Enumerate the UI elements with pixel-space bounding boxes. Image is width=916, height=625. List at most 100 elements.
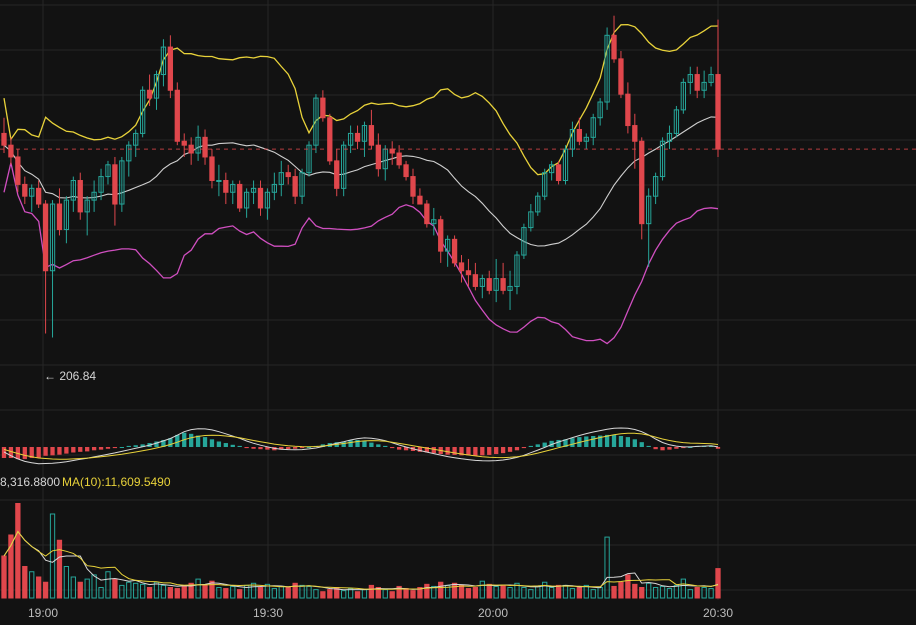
macd-bar <box>591 436 596 447</box>
macd-bar <box>528 445 533 447</box>
candle-body <box>569 128 576 150</box>
candle-body <box>431 219 437 225</box>
volume-bar <box>139 583 146 599</box>
volume-bar <box>694 587 700 599</box>
candle-body <box>639 140 645 225</box>
volume-bar <box>521 587 527 599</box>
volume-bar <box>77 581 83 599</box>
candle-body <box>625 93 631 127</box>
volume-bar <box>126 581 132 599</box>
macd-bar <box>431 447 436 454</box>
macd-bar <box>674 447 679 449</box>
macd-bar <box>542 442 547 447</box>
candle-body <box>334 160 340 189</box>
volume-bar <box>29 571 35 599</box>
macd-bar <box>126 445 131 447</box>
volume-bar <box>673 584 680 599</box>
vol-ma10-label: MA(10):11,609.5490 <box>62 475 171 489</box>
volume-bar <box>542 581 548 599</box>
volume-bar <box>680 578 686 599</box>
volume-bar <box>230 585 236 599</box>
volume-bar <box>715 568 721 599</box>
candle-body <box>465 270 472 276</box>
macd-bar <box>604 434 610 447</box>
volume-bar <box>361 589 368 599</box>
candle-body <box>479 278 485 287</box>
volume-bar <box>528 589 534 599</box>
volume-bar <box>237 589 243 599</box>
macd-bar <box>43 447 48 456</box>
volume-bar <box>500 584 506 599</box>
volume-bar <box>167 587 174 599</box>
volume-bar <box>42 581 49 599</box>
candle-body <box>590 117 596 138</box>
volume-bar <box>590 589 596 599</box>
volume-bar <box>403 588 409 599</box>
candle-body <box>313 97 319 146</box>
macd-bar <box>521 447 527 449</box>
candle-body <box>98 176 104 193</box>
candle-body <box>528 211 534 229</box>
bollinger-bands <box>3 23 719 345</box>
volume-bar <box>708 588 714 599</box>
volume-bar <box>299 584 305 599</box>
macd-bar <box>216 441 222 447</box>
candle-body <box>500 278 506 291</box>
candle-body <box>237 183 243 209</box>
volume-bar <box>368 584 375 599</box>
macd-bar <box>688 447 693 448</box>
macd-bar <box>189 433 194 447</box>
volume-bar <box>181 584 187 599</box>
volume-bar <box>341 590 347 599</box>
volume-bar <box>604 536 610 599</box>
macd-bar <box>223 443 228 447</box>
bb-lower-line <box>3 162 719 345</box>
macd-bar <box>105 447 111 449</box>
volume-bar <box>687 589 693 599</box>
candle-body <box>694 74 700 91</box>
x-tick-label: 20:00 <box>478 606 508 620</box>
candles <box>1 15 721 338</box>
volume-bar <box>223 588 229 599</box>
volume-bar <box>209 580 215 599</box>
macd-bar <box>50 447 55 456</box>
macd-bar <box>85 447 90 452</box>
candle-body <box>611 34 617 60</box>
macd-bar <box>383 445 388 447</box>
volume-bar <box>195 578 201 599</box>
candle-body <box>327 117 333 162</box>
candle-body <box>389 148 395 154</box>
min-price-marker: ← 206.84 <box>44 369 96 383</box>
macd-bar <box>348 440 353 447</box>
candle-body <box>250 187 257 193</box>
candle-body <box>42 203 49 272</box>
macd-bar <box>78 447 83 452</box>
volume-bar <box>535 585 541 599</box>
candle-body <box>49 203 56 272</box>
candle-body <box>361 125 368 142</box>
macd-bar <box>71 447 76 453</box>
volume-bar <box>431 585 437 599</box>
volume-bar <box>472 587 479 599</box>
macd-bar <box>237 445 242 447</box>
candle-body <box>708 74 714 83</box>
volume-bar <box>465 588 472 599</box>
candle-body <box>555 164 562 181</box>
macd-bar <box>36 447 41 458</box>
macd-bar <box>230 444 235 447</box>
volume-bar <box>597 587 603 599</box>
macd-bar <box>112 447 118 449</box>
candle-body <box>472 274 479 287</box>
macd-bar <box>466 447 471 456</box>
macd-bar <box>29 447 34 458</box>
macd-bar <box>251 447 256 449</box>
candle-body <box>202 136 208 158</box>
macd-bar <box>646 445 651 447</box>
volume-bar <box>618 581 624 599</box>
volume-bar <box>659 585 666 599</box>
volume-bar <box>389 591 395 599</box>
macd-bar <box>556 439 561 447</box>
candle-body <box>1 132 7 146</box>
candle-body <box>368 125 375 146</box>
